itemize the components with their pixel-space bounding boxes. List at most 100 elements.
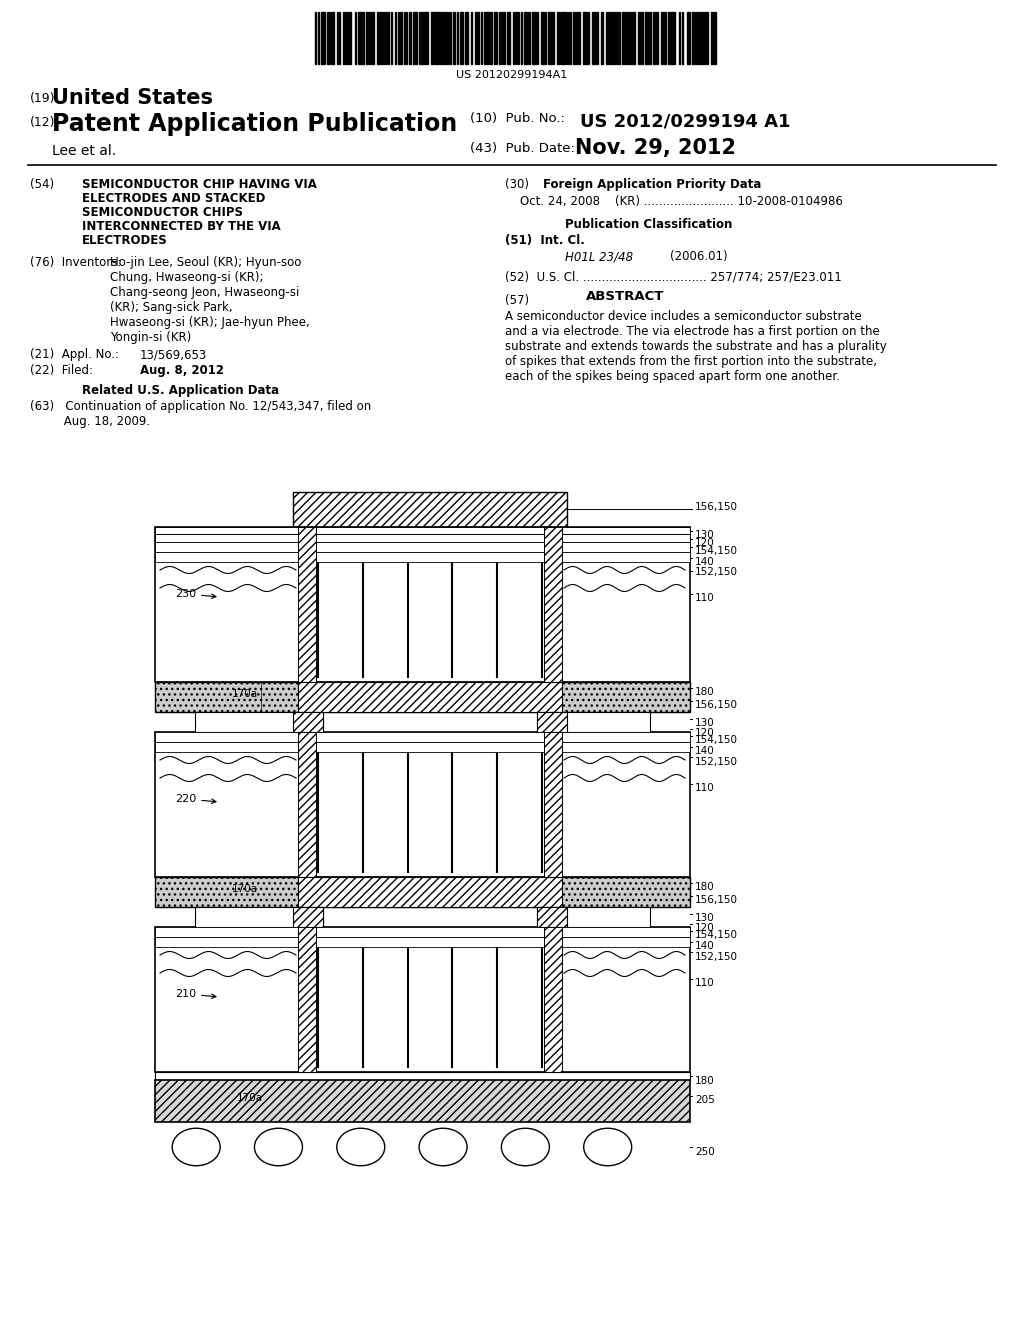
Ellipse shape [419,1129,467,1166]
Bar [656,12,658,63]
Bar [155,742,690,752]
Text: 120: 120 [695,539,715,548]
Bar [195,907,323,927]
Bar [155,733,690,742]
Bar [293,711,323,733]
Bar [507,12,510,63]
Text: 170a: 170a [231,689,258,700]
Bar [515,12,517,63]
Text: 230: 230 [175,589,216,599]
Bar [345,12,348,63]
Bar [610,12,613,63]
Text: Lee et al.: Lee et al. [52,144,116,158]
Ellipse shape [502,1129,550,1166]
Text: 110: 110 [695,593,715,603]
Bar [596,12,598,63]
Bar [528,12,530,63]
Text: 210: 210 [175,989,216,999]
Bar [195,711,323,733]
Text: ELECTRODES: ELECTRODES [82,234,168,247]
Text: (30): (30) [505,178,529,191]
Bar [562,12,565,63]
Text: H01L 23/48: H01L 23/48 [565,249,633,263]
Text: ABSTRACT: ABSTRACT [586,290,665,304]
Bar [298,927,316,1072]
Text: (19): (19) [30,92,55,106]
Text: US 2012/0299194 A1: US 2012/0299194 A1 [580,112,791,129]
Text: 152,150: 152,150 [695,952,738,962]
Bar [327,12,329,63]
Bar [544,927,562,1072]
Bar [537,907,650,927]
Text: 156,150: 156,150 [695,700,738,710]
Bar [664,12,666,63]
Bar [298,733,316,876]
Text: 154,150: 154,150 [695,546,738,556]
Bar [700,12,703,63]
Bar [155,543,690,552]
Bar [155,682,690,711]
Bar [362,12,364,63]
Bar [435,12,438,63]
Bar [155,937,690,946]
Ellipse shape [172,1129,220,1166]
Text: ELECTRODES AND STACKED: ELECTRODES AND STACKED [82,191,265,205]
Bar [552,12,554,63]
Text: 170a: 170a [231,884,258,894]
Bar [400,12,402,63]
Text: 205: 205 [695,1096,715,1105]
Text: 120: 120 [695,923,715,933]
Text: INTERCONNECTED BY THE VIA: INTERCONNECTED BY THE VIA [82,220,281,234]
Text: (76)  Inventors:: (76) Inventors: [30,256,122,269]
Bar [460,12,463,63]
Bar [385,12,387,63]
Bar [155,527,690,682]
Bar [349,12,351,63]
Text: 156,150: 156,150 [695,895,738,906]
Ellipse shape [584,1129,632,1166]
Text: 154,150: 154,150 [695,735,738,744]
Bar [537,907,567,927]
Bar [503,12,505,63]
Bar [409,12,411,63]
Bar [649,12,651,63]
Bar [653,12,655,63]
Text: (63)   Continuation of application No. 12/543,347, filed on
         Aug. 18, 20: (63) Continuation of application No. 12/… [30,400,372,428]
Text: 170a: 170a [237,1093,263,1104]
Text: 180: 180 [695,686,715,697]
Bar [380,12,382,63]
Text: (51)  Int. Cl.: (51) Int. Cl. [505,234,585,247]
Text: 220: 220 [175,795,216,804]
Text: (22)  Filed:: (22) Filed: [30,364,93,378]
Bar [537,711,567,733]
Bar [692,12,694,63]
Text: Oct. 24, 2008    (KR) ........................ 10-2008-0104986: Oct. 24, 2008 (KR) .....................… [520,195,843,209]
Bar [298,682,562,711]
Text: SEMICONDUCTOR CHIPS: SEMICONDUCTOR CHIPS [82,206,243,219]
Bar [293,907,323,927]
Bar [541,12,544,63]
Text: (43)  Pub. Date:: (43) Pub. Date: [470,143,574,154]
Text: A semiconductor device includes a semiconductor substrate
and a via electrode. T: A semiconductor device includes a semico… [505,310,887,383]
Text: (12): (12) [30,116,55,129]
Bar [625,12,627,63]
Bar [155,1080,690,1122]
Bar [155,527,690,535]
Bar [706,12,708,63]
Bar [490,12,492,63]
Text: 130: 130 [695,718,715,729]
Text: 140: 140 [695,941,715,950]
Text: 152,150: 152,150 [695,568,738,577]
Text: 140: 140 [695,557,715,568]
Text: 156,150: 156,150 [695,502,738,512]
Bar [321,12,325,63]
Bar [155,1072,690,1080]
Bar [155,927,690,937]
Text: (52)  U.S. Cl. ................................. 257/774; 257/E23.011: (52) U.S. Cl. ..........................… [505,271,842,282]
Bar [477,12,479,63]
Bar [453,12,455,63]
Text: US 20120299194A1: US 20120299194A1 [457,70,567,81]
Text: 130: 130 [695,913,715,923]
Bar [155,733,690,876]
Text: (57): (57) [505,294,529,308]
